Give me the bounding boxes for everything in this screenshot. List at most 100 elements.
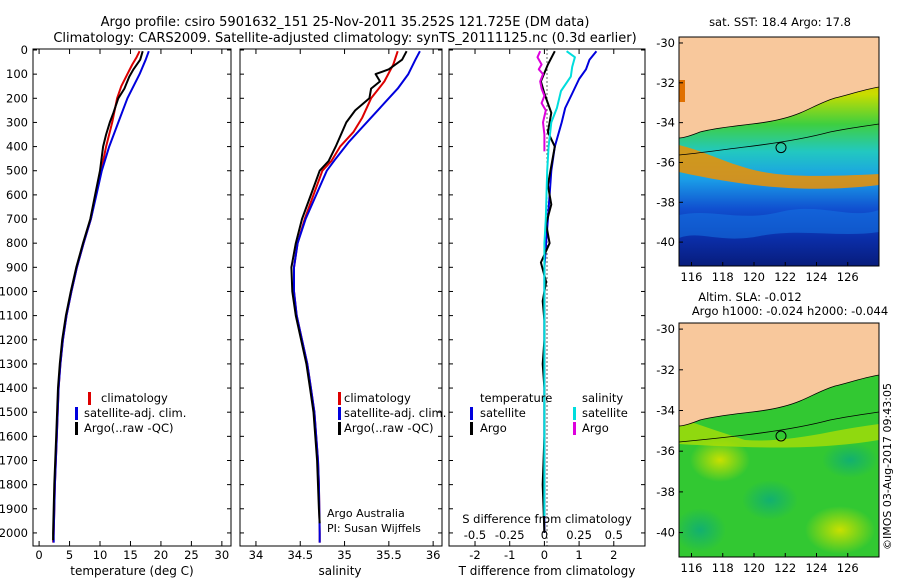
- sla-low-anomaly: [742, 480, 798, 520]
- map-x-tick-label: 118: [712, 561, 734, 575]
- depth-tick-label: 1700: [0, 453, 28, 467]
- difference-panel: -2 -1 0 1 2 S difference from climatology -0…: [448, 48, 646, 578]
- depth-tick-label: 1900: [0, 502, 28, 516]
- sst-warm-band: [679, 145, 879, 189]
- series-line-argo-raw-qc: [52, 50, 144, 541]
- s-tick-label: 0: [541, 528, 548, 542]
- map-y-tick-label: -32: [656, 76, 675, 90]
- x-tick-label: 10: [93, 548, 108, 562]
- annotation-pi-name: PI: Susan Wijffels: [327, 522, 421, 535]
- x-tick-label: 5: [66, 548, 73, 562]
- map-y-tick-label: -40: [656, 235, 675, 249]
- salinity-axes-frame: [239, 48, 443, 547]
- map-y-tick-label: -30: [656, 36, 675, 50]
- sla-map: Altim. SLA: -0.012 Argo h1000: -0.024 h2…: [656, 290, 888, 575]
- argo-location-marker: [775, 430, 787, 442]
- x-tick-label: 25: [184, 548, 199, 562]
- depth-tick-label: 400: [6, 140, 28, 154]
- depth-tick-label: 1600: [0, 429, 28, 443]
- map-x-tick-label: 120: [743, 270, 765, 284]
- salinity-x-ticks: 34 34.5 35 35.5 36: [240, 49, 442, 562]
- annotation-argo-australia: Argo Australia: [327, 507, 405, 520]
- depth-tick-label: 500: [6, 164, 28, 178]
- x-tick-label: 15: [123, 548, 138, 562]
- sla-low-anomaly: [679, 508, 726, 552]
- map-x-tick-label: 126: [837, 270, 859, 284]
- sla-land-australia: [679, 323, 879, 427]
- legend-label-satellite: satellite-adj. clim.: [84, 406, 186, 420]
- temperature-legend: climatology satellite-adj. clim. Argo(..…: [75, 391, 186, 435]
- s-tick-label: -0.25: [495, 528, 525, 542]
- depth-tick-label: 700: [6, 212, 28, 226]
- depth-tick-label: 0: [21, 43, 28, 57]
- legend-label-argo: Argo(..raw -QC): [344, 421, 434, 435]
- legend-label-argo: Argo(..raw -QC): [84, 421, 174, 435]
- map-y-tick-label: -32: [656, 363, 675, 377]
- depth-tick-label: 300: [6, 115, 28, 129]
- legend-label-satellite: satellite-adj. clim.: [344, 406, 446, 420]
- x-tick-label: 35: [337, 548, 352, 562]
- series-line-argo: [536, 50, 547, 152]
- legend-swatch-satellite: [338, 407, 341, 420]
- header-line-2: Climatology: CARS2009. Satellite-adjuste…: [53, 31, 636, 46]
- legend-swatch-climatology: [88, 392, 91, 405]
- s-tick-label: 0.5: [605, 528, 623, 542]
- map-y-tick-label: -36: [656, 155, 675, 169]
- salinity-series: [290, 50, 421, 543]
- series-line-satellite: [543, 50, 576, 516]
- x-tick-label: 20: [154, 548, 169, 562]
- depth-tick-label: 1500: [0, 405, 28, 419]
- legend-label-climatology: climatology: [344, 391, 411, 405]
- map-y-tick-label: -38: [656, 195, 675, 209]
- temperature-x-label: temperature (deg C): [70, 564, 193, 578]
- depth-tick-label: 1200: [0, 333, 28, 347]
- depth-tick-label: 100: [6, 67, 28, 81]
- x-tick-label: -1: [504, 548, 515, 562]
- sla-map-subtitle: Argo h1000: -0.024 h2000: -0.044: [692, 304, 888, 318]
- sst-map-frame: [678, 36, 880, 267]
- difference-x-ticks: -2 -1 0 1 2: [449, 49, 645, 562]
- sst-map-ticks: 116 118 120 122 124 126 -30 -32 -34 -36 -38 -40: [656, 36, 859, 284]
- x-tick-label: 30: [215, 548, 230, 562]
- imos-credit: ©IMOS 03-Aug-2017 09:43:05: [881, 383, 894, 550]
- difference-legend: temperature satellite Argo salinity sate…: [470, 391, 628, 435]
- x-tick-label: 2: [610, 548, 617, 562]
- legend-swatch-climatology: [338, 392, 341, 405]
- s-difference-label: S difference from climatology: [462, 512, 632, 526]
- sla-coastal-band: [679, 418, 879, 448]
- temperature-axes-frame: [32, 48, 232, 547]
- sla-high-anomaly: [805, 506, 875, 554]
- sst-depth-contour: [679, 123, 879, 156]
- sst-map-title: sat. SST: 18.4 Argo: 17.8: [709, 15, 851, 29]
- map-x-tick-label: 116: [681, 270, 703, 284]
- map-y-tick-label: -30: [656, 322, 675, 336]
- map-x-tick-label: 116: [681, 561, 703, 575]
- x-tick-label: 36: [426, 548, 441, 562]
- sla-low-anomaly: [822, 442, 878, 478]
- temperature-panel: 0 5 10 15 20 25 30 temperature (deg C) climato…: [32, 48, 232, 578]
- map-y-tick-label: -36: [656, 444, 675, 458]
- sla-map-ticks: 116 118 120 122 124 126 -30 -32 -34 -36 -38 -40: [656, 322, 859, 575]
- legend-salinity-title: salinity: [582, 391, 623, 405]
- depth-tick-label: 200: [6, 91, 28, 105]
- sla-depth-contour: [679, 411, 879, 443]
- x-tick-label: 0: [35, 548, 42, 562]
- x-tick-label: 0: [541, 548, 548, 562]
- sst-map: sat. SST: 18.4 Argo: 17.8 116 118 120 122 12…: [656, 15, 880, 284]
- temperature-series: [52, 50, 150, 543]
- x-tick-label: -2: [469, 548, 480, 562]
- sst-land-australia: [679, 37, 879, 139]
- series-line-argo-raw-qc: [290, 50, 408, 524]
- sla-map-title: Altim. SLA: -0.012: [698, 290, 802, 304]
- map-x-tick-label: 120: [743, 561, 765, 575]
- depth-tick-label: 1100: [0, 309, 28, 323]
- map-y-tick-label: -34: [656, 116, 675, 130]
- legend-swatch-t-argo: [470, 422, 473, 435]
- legend-label-s-argo: Argo: [582, 421, 609, 435]
- map-x-tick-label: 124: [806, 561, 828, 575]
- argo-location-marker: [775, 142, 787, 154]
- x-tick-label: 35.5: [376, 548, 402, 562]
- depth-tick-label: 600: [6, 188, 28, 202]
- x-tick-label: 34.5: [287, 548, 313, 562]
- legend-swatch-s-satellite: [573, 407, 576, 420]
